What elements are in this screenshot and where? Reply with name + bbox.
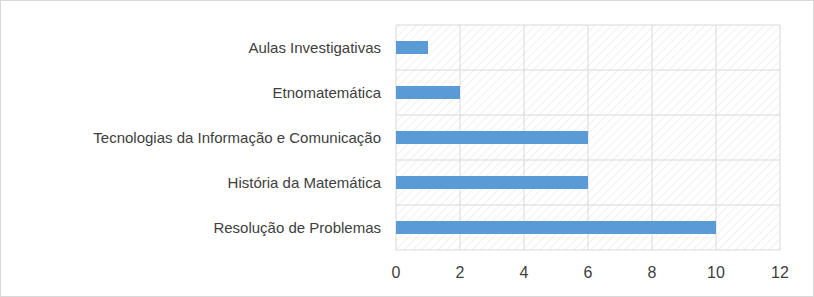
- grid-line-h: [396, 25, 780, 26]
- chart: 0 2 4 6 8 10 12 Aulas Investigativas Etnomatemát…: [0, 0, 814, 297]
- bar: [396, 221, 716, 234]
- grid-line: [780, 25, 781, 250]
- grid-line-h: [396, 70, 780, 71]
- grid-line-h: [396, 160, 780, 161]
- x-tick-label: 6: [584, 264, 593, 281]
- x-tick-label: 10: [707, 264, 725, 281]
- x-tick-label: 8: [648, 264, 657, 281]
- category-label: História da Matemática: [228, 174, 382, 191]
- x-tick-label: 12: [771, 264, 789, 281]
- category-label: Resolução de Problemas: [213, 219, 381, 236]
- bar: [396, 176, 588, 189]
- x-tick-label: 0: [392, 264, 401, 281]
- category-label: Etnomatemática: [273, 84, 382, 101]
- bar: [396, 86, 460, 99]
- bars: [396, 41, 716, 234]
- grid-line-h: [396, 115, 780, 116]
- x-tick-label: 4: [520, 264, 529, 281]
- category-label: Aulas Investigativas: [248, 39, 381, 56]
- grid-line-h: [396, 250, 780, 251]
- bar: [396, 131, 588, 144]
- chart-border: [1, 1, 814, 297]
- category-label: Tecnologias da Informação e Comunicação: [93, 129, 381, 146]
- grid-line-h: [396, 205, 780, 206]
- plot-background: [396, 25, 780, 250]
- grid-line: [716, 25, 717, 250]
- x-tick-label: 2: [456, 264, 465, 281]
- bar: [396, 41, 428, 54]
- grid-line: [652, 25, 653, 250]
